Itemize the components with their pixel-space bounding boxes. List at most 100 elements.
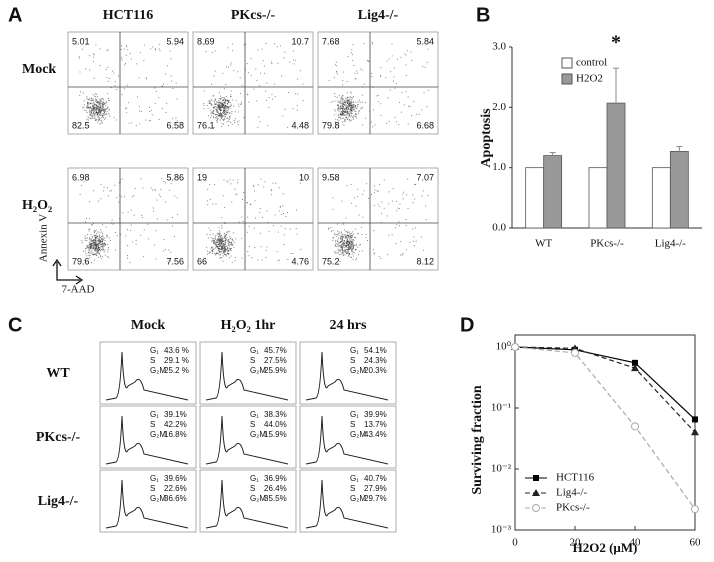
event-dot <box>91 244 93 246</box>
event-dot <box>231 123 233 125</box>
event-dot <box>99 242 101 244</box>
event-dot <box>229 248 231 250</box>
event-dot <box>158 194 160 196</box>
legend-swatch <box>561 57 573 69</box>
event-dot <box>97 102 99 104</box>
event-dot <box>346 108 348 110</box>
event-dot <box>340 249 342 251</box>
event-dot <box>229 112 231 114</box>
event-dot <box>352 54 354 56</box>
event-dot <box>214 243 216 245</box>
event-dot <box>222 239 224 241</box>
marker <box>691 505 699 514</box>
axis-arrows <box>52 258 84 285</box>
event-dot <box>263 65 265 67</box>
event-dot <box>95 246 97 248</box>
event-dot <box>223 118 225 120</box>
event-dot <box>347 96 349 98</box>
event-dot <box>85 250 87 252</box>
event-dot <box>148 120 150 122</box>
event-dot <box>225 102 227 104</box>
phase-percent: 39.9% <box>364 410 387 419</box>
event-dot <box>93 231 95 233</box>
event-dot <box>337 119 339 121</box>
event-dot <box>242 199 244 201</box>
event-dot <box>344 108 346 110</box>
event-dot <box>219 102 221 104</box>
event-dot <box>346 252 348 254</box>
event-dot <box>127 245 129 247</box>
event-dot <box>352 105 354 107</box>
event-dot <box>347 249 349 251</box>
event-dot <box>212 239 214 241</box>
event-dot <box>219 237 221 239</box>
event-dot <box>103 190 105 192</box>
event-dot <box>87 102 89 104</box>
event-dot <box>348 243 350 245</box>
event-dot <box>247 94 249 96</box>
event-dot <box>342 250 344 252</box>
event-dot <box>348 112 350 114</box>
event-dot <box>347 100 349 102</box>
event-dot <box>230 183 232 185</box>
event-dot <box>115 119 117 121</box>
event-dot <box>334 234 336 236</box>
event-dot <box>355 110 357 112</box>
event-dots <box>328 178 429 263</box>
event-dot <box>340 107 342 109</box>
event-dot <box>351 241 353 243</box>
event-dot <box>292 50 294 52</box>
event-dot <box>218 236 220 238</box>
event-dot <box>223 111 225 113</box>
column-header: Mock <box>131 318 165 333</box>
event-dot <box>123 48 125 50</box>
event-dot <box>222 113 224 115</box>
phase-percent: 40.7% <box>364 474 387 483</box>
event-dot <box>215 238 217 240</box>
event-dot <box>352 106 354 108</box>
event-dot <box>355 205 357 207</box>
event-dot <box>350 112 352 114</box>
event-dot <box>100 114 102 116</box>
event-dot <box>257 259 259 261</box>
event-dot <box>225 84 227 86</box>
event-dot <box>94 113 96 115</box>
axis-label: Annexin V <box>38 214 50 262</box>
event-dot <box>348 105 350 107</box>
event-dot <box>337 106 339 108</box>
annotation: * <box>611 32 621 54</box>
series-line <box>514 346 696 510</box>
event-dot <box>353 114 355 116</box>
event-dot <box>365 183 367 185</box>
event-dot <box>414 227 416 229</box>
event-dot <box>214 113 216 115</box>
event-dot <box>248 101 250 103</box>
event-dot <box>91 252 93 254</box>
event-dot <box>349 246 351 248</box>
event-dot <box>284 51 286 53</box>
event-dot <box>87 105 89 107</box>
event-dot <box>219 102 221 104</box>
event-dot <box>217 110 219 112</box>
event-dot <box>354 115 356 117</box>
event-dot <box>342 71 344 73</box>
event-dot <box>350 184 352 186</box>
event-dot <box>203 43 205 45</box>
event-dot <box>96 99 98 101</box>
event-dot <box>87 234 89 236</box>
event-dot <box>227 252 229 254</box>
event-dot <box>213 115 215 117</box>
event-dot <box>348 101 350 103</box>
event-dot <box>221 243 223 245</box>
event-dot <box>336 241 338 243</box>
event-dot <box>328 178 330 180</box>
event-dot <box>340 97 342 99</box>
event-dot <box>402 253 404 255</box>
event-dot <box>274 83 276 85</box>
event-dot <box>89 237 91 239</box>
event-dot <box>102 114 104 116</box>
event-dot <box>351 241 353 243</box>
event-dot <box>338 95 340 97</box>
event-dot <box>90 118 92 120</box>
event-dot <box>214 99 216 101</box>
